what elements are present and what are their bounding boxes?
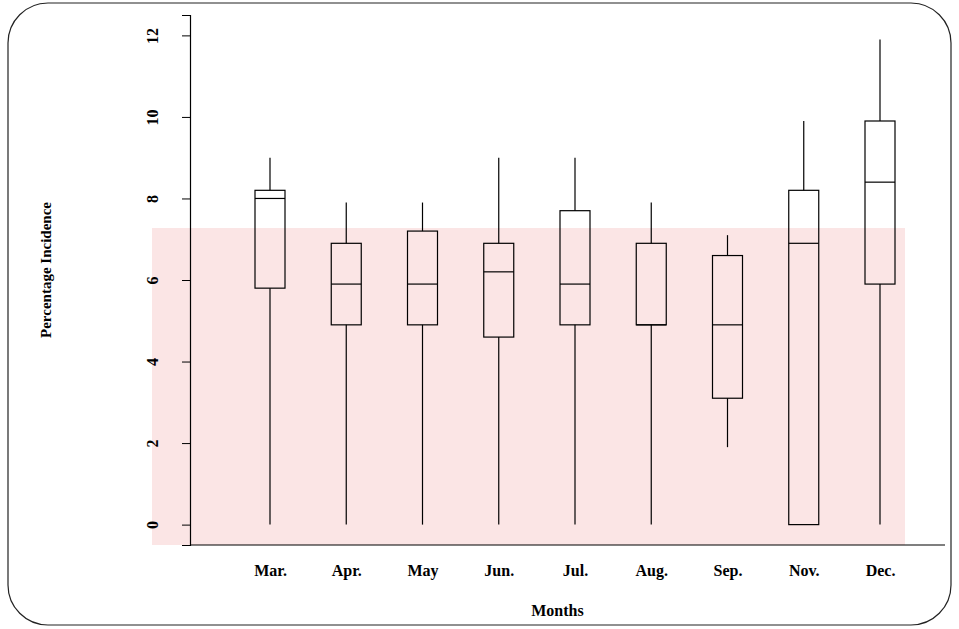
- y-axis: 0 2 4 6 8 10 12: [144, 16, 191, 546]
- x-tick: Sep.: [714, 545, 743, 580]
- y-tick-label: 2: [144, 440, 161, 448]
- chart: 0 2 4 6 8 10 12 Mar. Apr. May Jun. Jul. Aug. Sep. Nov.…: [0, 0, 959, 629]
- x-tick: Mar.: [254, 545, 287, 579]
- y-tick: 12: [144, 28, 190, 44]
- y-tick-label: 6: [144, 277, 161, 285]
- y-tick: 10: [144, 109, 190, 125]
- x-tick: Apr.: [332, 545, 362, 580]
- upper-whisker: [346, 203, 347, 244]
- upper-whisker: [651, 203, 652, 244]
- y-axis-line: [182, 16, 191, 546]
- x-tick: Jun.: [484, 545, 514, 579]
- upper-whisker: [498, 158, 499, 244]
- x-tick-label: Nov.: [789, 562, 820, 579]
- x-tick: May: [407, 545, 438, 580]
- y-tick-mark: [182, 280, 190, 281]
- x-tick-label: Mar.: [254, 562, 287, 579]
- x-axis-line: [190, 544, 945, 545]
- x-axis-title: Months: [531, 602, 583, 619]
- median-line: [331, 283, 361, 284]
- y-axis-title: Percentage Incidence: [38, 202, 54, 338]
- upper-whisker: [422, 203, 423, 232]
- box-group: [255, 158, 285, 525]
- x-tick-label: Jul.: [563, 562, 588, 579]
- y-tick-label: 12: [144, 28, 161, 44]
- lower-whisker: [346, 325, 347, 525]
- box: [636, 243, 666, 325]
- box: [560, 211, 590, 325]
- median-line: [636, 324, 666, 325]
- upper-whisker: [879, 39, 880, 121]
- median-line: [713, 324, 743, 325]
- boxes: [255, 39, 895, 524]
- y-tick-mark: [182, 362, 190, 363]
- x-tick: Nov.: [789, 545, 820, 579]
- frame: [8, 3, 951, 625]
- y-tick-mark: [182, 525, 190, 526]
- box-group: [865, 39, 895, 524]
- x-axis: Mar. Apr. May Jun. Jul. Aug. Sep. Nov. Dec.: [254, 545, 895, 580]
- x-tick-label: Sep.: [714, 562, 743, 580]
- x-tick: Dec.: [866, 545, 896, 579]
- box: [484, 243, 514, 337]
- box: [865, 121, 895, 284]
- upper-whisker: [574, 158, 575, 211]
- lower-whisker: [651, 325, 652, 525]
- median-line: [865, 182, 895, 183]
- lower-whisker: [498, 337, 499, 525]
- box: [255, 190, 285, 288]
- box-group: [560, 158, 590, 525]
- upper-whisker: [727, 235, 728, 255]
- y-tick: 8: [144, 195, 190, 203]
- box-group: [331, 203, 361, 525]
- x-tick-label: Jun.: [484, 562, 514, 579]
- y-tick-mark: [182, 443, 190, 444]
- y-tick: 0: [144, 521, 190, 529]
- x-tick-label: Apr.: [332, 562, 362, 580]
- lower-whisker: [727, 398, 728, 447]
- y-tick: 4: [144, 358, 190, 366]
- box: [331, 243, 361, 325]
- box-group: [713, 235, 743, 447]
- lower-whisker: [574, 325, 575, 525]
- median-line: [789, 243, 819, 244]
- x-tick-label: May: [407, 562, 438, 580]
- x-tick-label: Dec.: [866, 562, 896, 579]
- x-tick-label: Aug.: [636, 562, 668, 580]
- median-line: [484, 271, 514, 272]
- box: [408, 231, 438, 325]
- y-tick-label: 8: [144, 195, 161, 203]
- box-group: [789, 121, 819, 525]
- y-tick-label: 10: [144, 109, 161, 125]
- lower-whisker: [422, 325, 423, 525]
- median-line: [560, 283, 590, 284]
- y-tick-mark: [182, 35, 190, 36]
- y-tick: 6: [144, 277, 190, 285]
- median-line: [255, 198, 285, 199]
- lower-whisker: [879, 284, 880, 525]
- median-line: [408, 283, 438, 284]
- box: [713, 256, 743, 399]
- y-tick-mark: [182, 198, 190, 199]
- box: [789, 190, 819, 524]
- background-band: [152, 228, 905, 545]
- upper-whisker: [269, 158, 270, 191]
- upper-whisker: [803, 121, 804, 190]
- box-group: [484, 158, 514, 525]
- y-tick-label: 0: [144, 521, 161, 529]
- y-tick: 2: [144, 440, 190, 448]
- box-group: [408, 203, 438, 525]
- lower-whisker: [269, 288, 270, 524]
- box-group: [636, 203, 666, 525]
- x-tick: Aug.: [636, 545, 668, 580]
- y-tick-label: 4: [144, 358, 161, 366]
- y-tick-mark: [182, 117, 190, 118]
- x-tick: Jul.: [563, 545, 588, 579]
